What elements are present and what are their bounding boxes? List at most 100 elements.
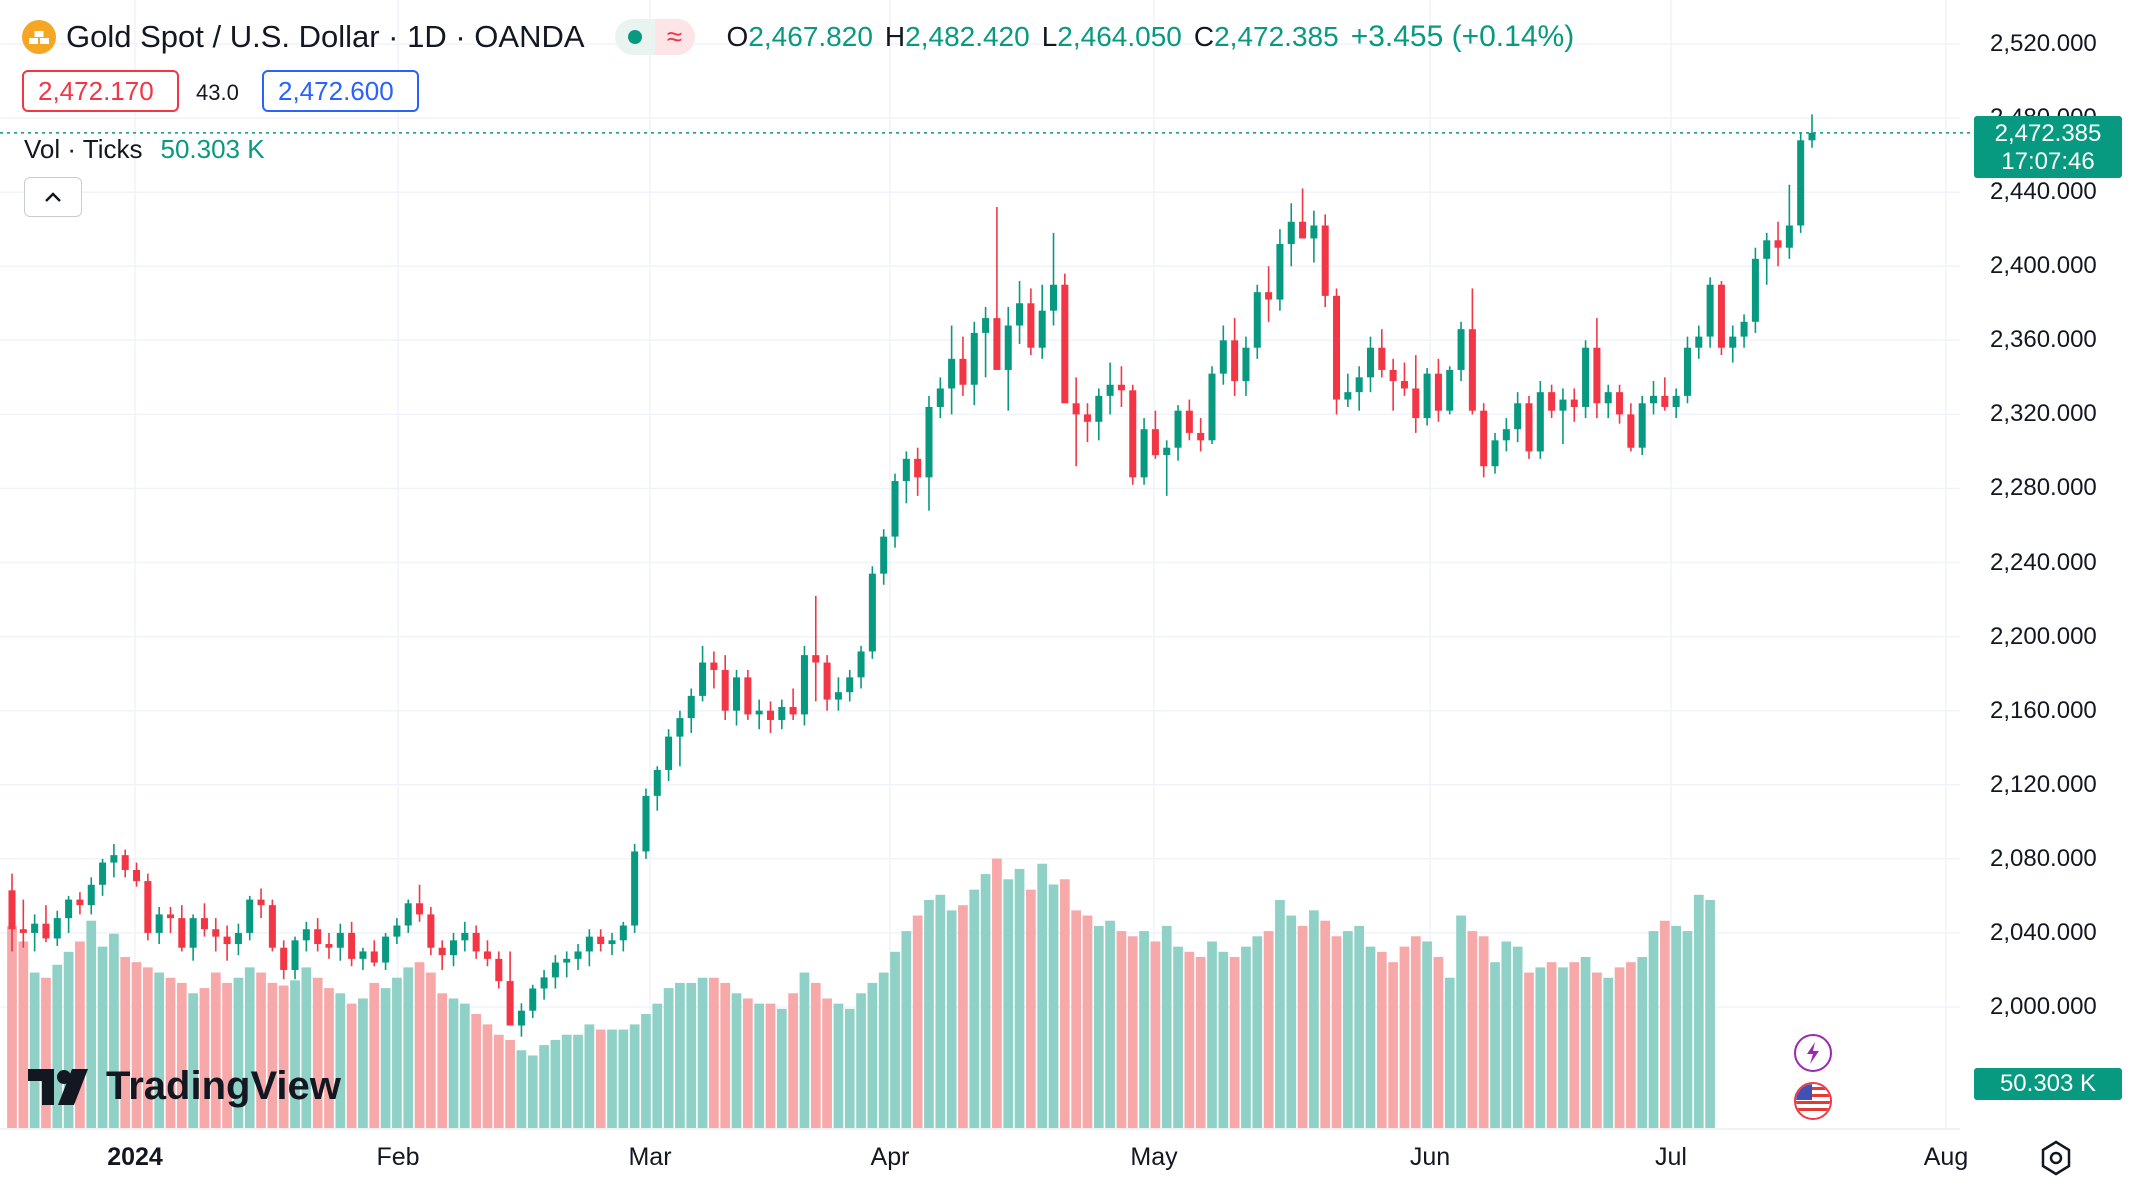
candle-body	[1321, 225, 1329, 296]
time-tick-label: Apr	[870, 1143, 910, 1171]
candle-body	[925, 406, 933, 478]
close-key: C	[1193, 21, 1215, 52]
candle-body	[1344, 392, 1352, 400]
us-flag-event-icon[interactable]	[1794, 1082, 1832, 1120]
tradingview-logo[interactable]: TradingView	[28, 1064, 341, 1109]
candle-body	[1333, 295, 1341, 400]
volume-bar	[1580, 957, 1591, 1128]
spread-value: 43.0	[196, 80, 239, 105]
volume-bar	[924, 900, 934, 1128]
candle-body	[1706, 284, 1714, 337]
volume-bar	[1082, 915, 1093, 1128]
volume-bar	[1309, 910, 1319, 1128]
volume-bar	[686, 982, 697, 1128]
volume-bar	[1026, 889, 1036, 1128]
volume-bar	[358, 998, 368, 1128]
candle-body	[416, 903, 424, 915]
collapse-legend-button[interactable]	[24, 177, 82, 217]
sell-button[interactable]: 2,472.170	[22, 70, 179, 112]
volume-bar	[1478, 936, 1489, 1128]
volume-bar	[878, 972, 889, 1128]
candle-body	[574, 951, 582, 959]
volume-bar	[652, 1003, 663, 1128]
volume-bar	[969, 889, 980, 1128]
candle-body	[1695, 336, 1703, 348]
price-tick-label: 2,400.000	[1990, 252, 2097, 280]
volume-bar	[958, 905, 968, 1128]
volume-bar	[1603, 977, 1614, 1128]
time-tick-label: Mar	[628, 1143, 672, 1171]
wave-icon[interactable]: ≈	[654, 19, 695, 55]
volume-bar	[1195, 957, 1206, 1128]
lightning-event-icon[interactable]	[1794, 1034, 1832, 1072]
candle-body	[891, 481, 899, 537]
candle-body	[53, 918, 61, 939]
candle-body	[1106, 384, 1114, 396]
candle-body	[1570, 399, 1578, 407]
volume-bar	[720, 982, 731, 1128]
candle-body	[1808, 132, 1816, 141]
candle-body	[778, 706, 786, 720]
volume-bar	[1637, 957, 1648, 1128]
volume-bar	[1693, 894, 1704, 1128]
candle-body	[427, 914, 435, 948]
volume-bar	[1524, 972, 1534, 1128]
candle-body	[370, 951, 378, 963]
candle-body	[1253, 292, 1261, 348]
candle-body	[1378, 347, 1386, 370]
candle-body	[597, 936, 605, 945]
candle-body	[517, 1010, 525, 1026]
volume-bar	[1354, 925, 1365, 1128]
candle-body	[1661, 395, 1669, 407]
candle-body	[1740, 321, 1748, 337]
status-dot-icon[interactable]	[615, 19, 655, 55]
volume-bar	[1376, 951, 1387, 1128]
candle-body	[1163, 447, 1171, 456]
volume-bar	[403, 967, 414, 1128]
symbol-title[interactable]: Gold Spot / U.S. Dollar · 1D · OANDA	[66, 19, 585, 54]
candle-body	[1672, 395, 1680, 407]
volume-bar	[1592, 972, 1602, 1128]
volume-bar	[52, 964, 63, 1128]
candle-body	[563, 958, 571, 963]
volume-bar	[278, 985, 289, 1128]
low-value: 2,464.050	[1057, 21, 1182, 52]
volume-bar	[1059, 879, 1070, 1128]
candle-body	[812, 655, 820, 663]
buy-button[interactable]: 2,472.600	[262, 70, 419, 112]
volume-bar	[131, 962, 142, 1128]
high-value: 2,482.420	[905, 21, 1030, 52]
candle-body	[1582, 347, 1590, 407]
candle-body	[1785, 225, 1793, 248]
candle-body	[1027, 303, 1035, 348]
volume-bar	[595, 1029, 606, 1128]
candle-body	[1412, 388, 1420, 419]
volume-bar	[641, 1014, 651, 1128]
candle-body	[268, 905, 276, 948]
volume-bar	[607, 1029, 617, 1128]
candle-body	[393, 925, 401, 937]
volume-bar	[324, 988, 334, 1128]
volume-bar	[346, 1003, 357, 1128]
volume-legend-label[interactable]: Vol · Ticks	[24, 134, 143, 164]
volume-bar	[1218, 951, 1229, 1128]
settings-gear-icon[interactable]	[2036, 1138, 2076, 1178]
candle-body	[189, 918, 197, 948]
volume-bar	[742, 998, 753, 1128]
candle-body	[155, 914, 163, 933]
last-price-value: 2,472.385	[1994, 120, 2102, 147]
candle-body	[1129, 390, 1137, 478]
volume-bar	[1569, 962, 1580, 1128]
indicator-pill[interactable]: ≈	[614, 19, 695, 55]
candle-body	[1231, 340, 1239, 382]
candle-body	[1717, 284, 1725, 348]
candle-body	[1729, 336, 1737, 348]
tradingview-logo-icon	[28, 1068, 88, 1105]
candle-body	[733, 677, 741, 711]
candle-body	[178, 918, 186, 948]
volume-bar	[1105, 920, 1115, 1128]
candle-body	[846, 677, 854, 693]
candle-body	[87, 884, 95, 906]
candle-body	[1480, 410, 1488, 467]
